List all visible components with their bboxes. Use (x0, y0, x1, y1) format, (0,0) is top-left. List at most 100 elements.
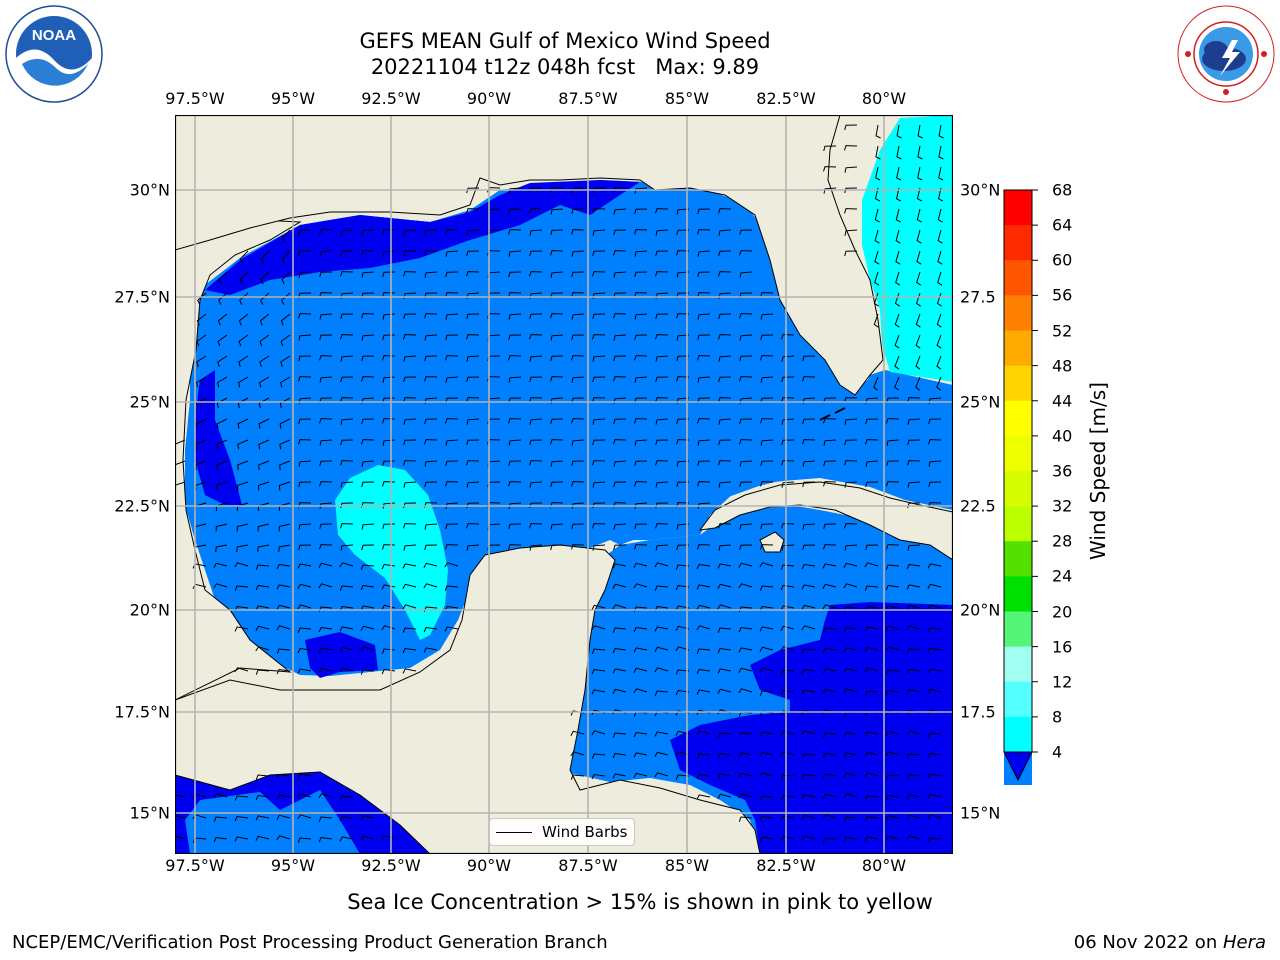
wind-barb (402, 627, 417, 633)
wind-barb (655, 376, 669, 383)
wind-barb (739, 355, 753, 362)
wind-barb (927, 732, 942, 738)
wind-barb (466, 481, 480, 488)
wind-barb (466, 271, 480, 277)
us-land (175, 115, 884, 396)
wind-barb (529, 418, 543, 425)
wind-barb (801, 584, 816, 590)
wind-barb (466, 439, 480, 446)
sea-ice-caption: Sea Ice Concentration > 15% is shown in … (347, 890, 933, 914)
wind-barb (175, 835, 186, 840)
wind-barb (937, 250, 943, 265)
wind-barb (843, 793, 858, 799)
run-date-text: 06 Nov 2022 on (1073, 932, 1223, 953)
wind-barb (844, 460, 858, 466)
wind-barb (894, 334, 900, 349)
wind-barb (864, 626, 879, 632)
lat-tick-label-left: 17.5°N (114, 702, 170, 722)
wind-barb (823, 481, 837, 487)
lon-tick-label-top: 85°W (664, 89, 710, 108)
wind-barb (885, 584, 900, 591)
wind-barb (907, 544, 921, 551)
wind-barb (936, 313, 942, 328)
wind-barb (718, 208, 732, 214)
wind-barb (403, 229, 417, 236)
wind-barb (508, 334, 522, 341)
wind-barb (215, 481, 228, 491)
colorbar-tick-label: 36 (1052, 461, 1073, 481)
wind-barb (697, 502, 711, 509)
lon-tick-label-bottom: 82.5°W (756, 856, 816, 875)
wind-barb (613, 229, 627, 236)
wind-barb (760, 292, 774, 298)
wind-barb (759, 562, 774, 568)
wind-barb (360, 625, 375, 631)
wind-barb (864, 751, 879, 757)
wind-barb (466, 334, 480, 340)
wind-barb (906, 730, 921, 736)
lon-tick-label-top: 97.5°W (165, 89, 225, 108)
wind-barb (276, 604, 291, 610)
wind-barb (360, 564, 375, 570)
wind-barb (738, 626, 753, 633)
wind-barb (780, 584, 795, 591)
colorbar-tick-label: 68 (1052, 180, 1073, 200)
wind-barb (927, 668, 942, 674)
wind-barb (781, 523, 795, 529)
wind-barb (916, 271, 922, 286)
wind-barb (718, 460, 732, 466)
colorbar-tick-label: 48 (1052, 356, 1073, 376)
wind-barb (801, 753, 816, 759)
wind-barb (255, 835, 270, 841)
wind-barb (634, 334, 648, 341)
wind-barb (613, 355, 627, 362)
wind-barb (571, 418, 585, 424)
wind-barb (676, 439, 690, 445)
wind-barb (234, 815, 249, 822)
wind-barb (318, 836, 333, 843)
colorbar-label: Wind Speed [m/s] (1086, 382, 1110, 560)
wind-barb (896, 166, 902, 181)
machine-name: Hera (1222, 932, 1266, 953)
lat-tick-label-right: 25°N (960, 392, 1001, 412)
wind-barb (281, 250, 291, 264)
wind-barb (896, 124, 902, 139)
wind-barb (592, 418, 606, 425)
wind-barb (676, 355, 690, 362)
wind-barb (634, 481, 648, 487)
wind-barb (738, 562, 753, 568)
wind-barb (612, 752, 627, 759)
wind-barb (466, 544, 480, 551)
wind-barb (676, 523, 690, 530)
wind-barb (875, 145, 881, 160)
wind-barb (424, 313, 438, 319)
wind-barb (801, 604, 816, 610)
wind-barb (885, 730, 900, 736)
wind-barb (780, 646, 795, 652)
wind-barb (213, 793, 228, 799)
wind-barb (739, 460, 753, 467)
wind-barb (864, 585, 879, 591)
wind-barb (281, 292, 291, 305)
wind-barb (361, 313, 375, 319)
wind-barb (592, 271, 606, 277)
wind-barb (402, 563, 417, 569)
wind-barb (319, 460, 333, 467)
wind-barb (239, 292, 249, 305)
wind-barb (613, 271, 627, 278)
wind-barb (654, 731, 669, 737)
wind-barb (676, 376, 690, 382)
wind-barb (655, 334, 669, 340)
wind-barb (885, 815, 900, 821)
colorbar-tick-label: 44 (1052, 391, 1073, 411)
lon-tick-label-top: 87.5°W (558, 89, 618, 108)
wind-barb (865, 544, 879, 551)
wind-barb (760, 355, 774, 361)
wind-barb (738, 688, 753, 694)
wind-barb (234, 585, 249, 591)
wind-barb (550, 418, 564, 425)
wind-barb (822, 668, 837, 674)
wind-barb (259, 334, 270, 347)
wind-barb (864, 772, 879, 778)
colorbar-tick-label: 4 (1052, 742, 1063, 762)
